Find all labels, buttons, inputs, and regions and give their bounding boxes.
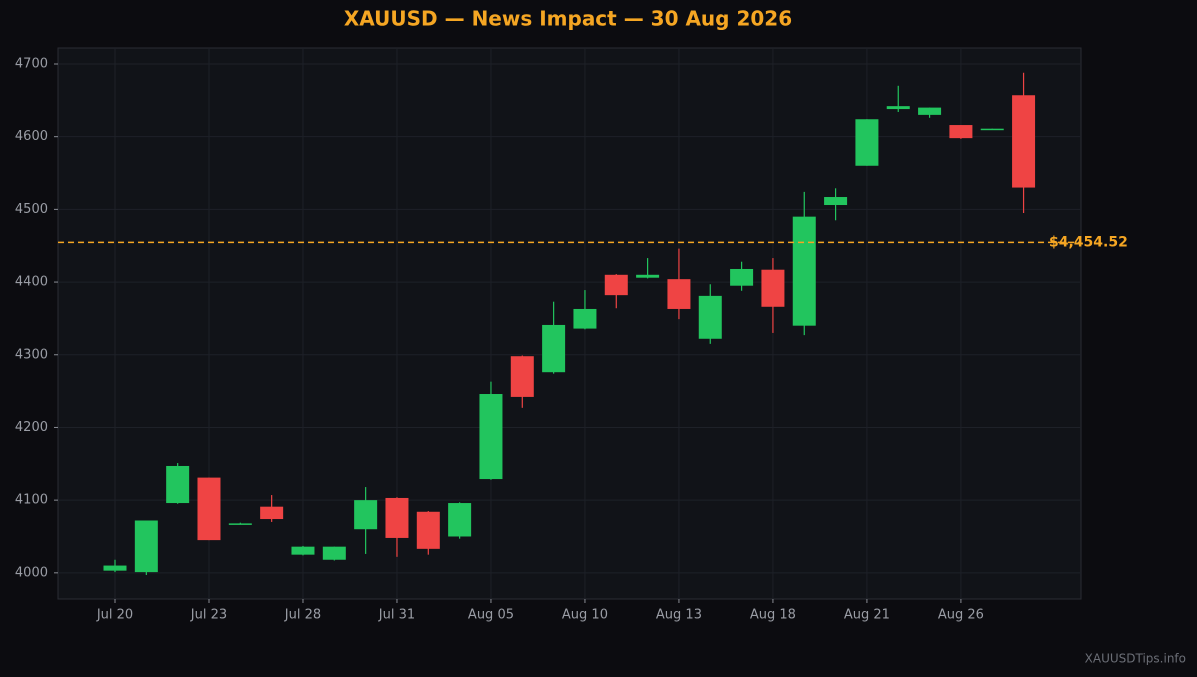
x-tick-label: Aug 21 [844,608,890,623]
candle-body [667,279,691,309]
x-tick-label: Jul 31 [378,608,415,623]
price-label: $4,454.52 [1049,234,1128,250]
candle-body [1012,95,1036,188]
plot-area [57,47,1082,600]
x-tick-label: Aug 26 [938,608,984,623]
candle-body [918,107,942,115]
x-tick-label: Aug 18 [750,608,796,623]
x-tick-label: Aug 10 [562,608,608,623]
y-tick-label: 4600 [15,129,48,144]
candle-body [354,500,378,530]
candle-body [698,295,722,339]
y-tick-label: 4700 [15,56,48,71]
candle-body [761,269,785,307]
y-tick-label: 4500 [15,202,48,217]
x-tick-label: Jul 28 [284,608,321,623]
candle-body [103,565,127,571]
candle-body [479,394,503,480]
candle-body [197,477,221,541]
candle-body [416,511,440,549]
x-tick-label: Jul 23 [190,608,227,623]
candle-body [792,216,816,326]
candle-body [886,106,910,110]
y-tick-label: 4000 [15,565,48,580]
candle-body [228,523,252,525]
candle-body [510,356,534,397]
candle-body [573,308,597,329]
candle-body [980,128,1004,131]
candle-body [260,506,284,520]
candle-body [730,268,754,286]
candle-body [385,497,409,538]
chart-title: XAUUSD — News Impact — 30 Aug 2026 [344,7,792,31]
candle-body [166,465,190,504]
y-tick-label: 4200 [15,420,48,435]
x-tick-label: Aug 05 [468,608,514,623]
candle-body [322,546,346,560]
candle-body [824,197,848,206]
y-tick-label: 4400 [15,275,48,290]
x-tick-label: Aug 13 [656,608,702,623]
candle-body [636,274,660,278]
x-tick-label: Jul 20 [96,608,133,623]
y-tick-label: 4100 [15,493,48,508]
candle-body [542,324,566,373]
candle-body [604,274,628,296]
candle-body [448,503,472,537]
candle-body [291,546,315,555]
candle-body [855,119,879,166]
candle-body [134,520,158,573]
candle-body [949,125,973,139]
y-tick-label: 4300 [15,347,48,362]
watermark: XAUUSDTips.info [1085,652,1186,666]
